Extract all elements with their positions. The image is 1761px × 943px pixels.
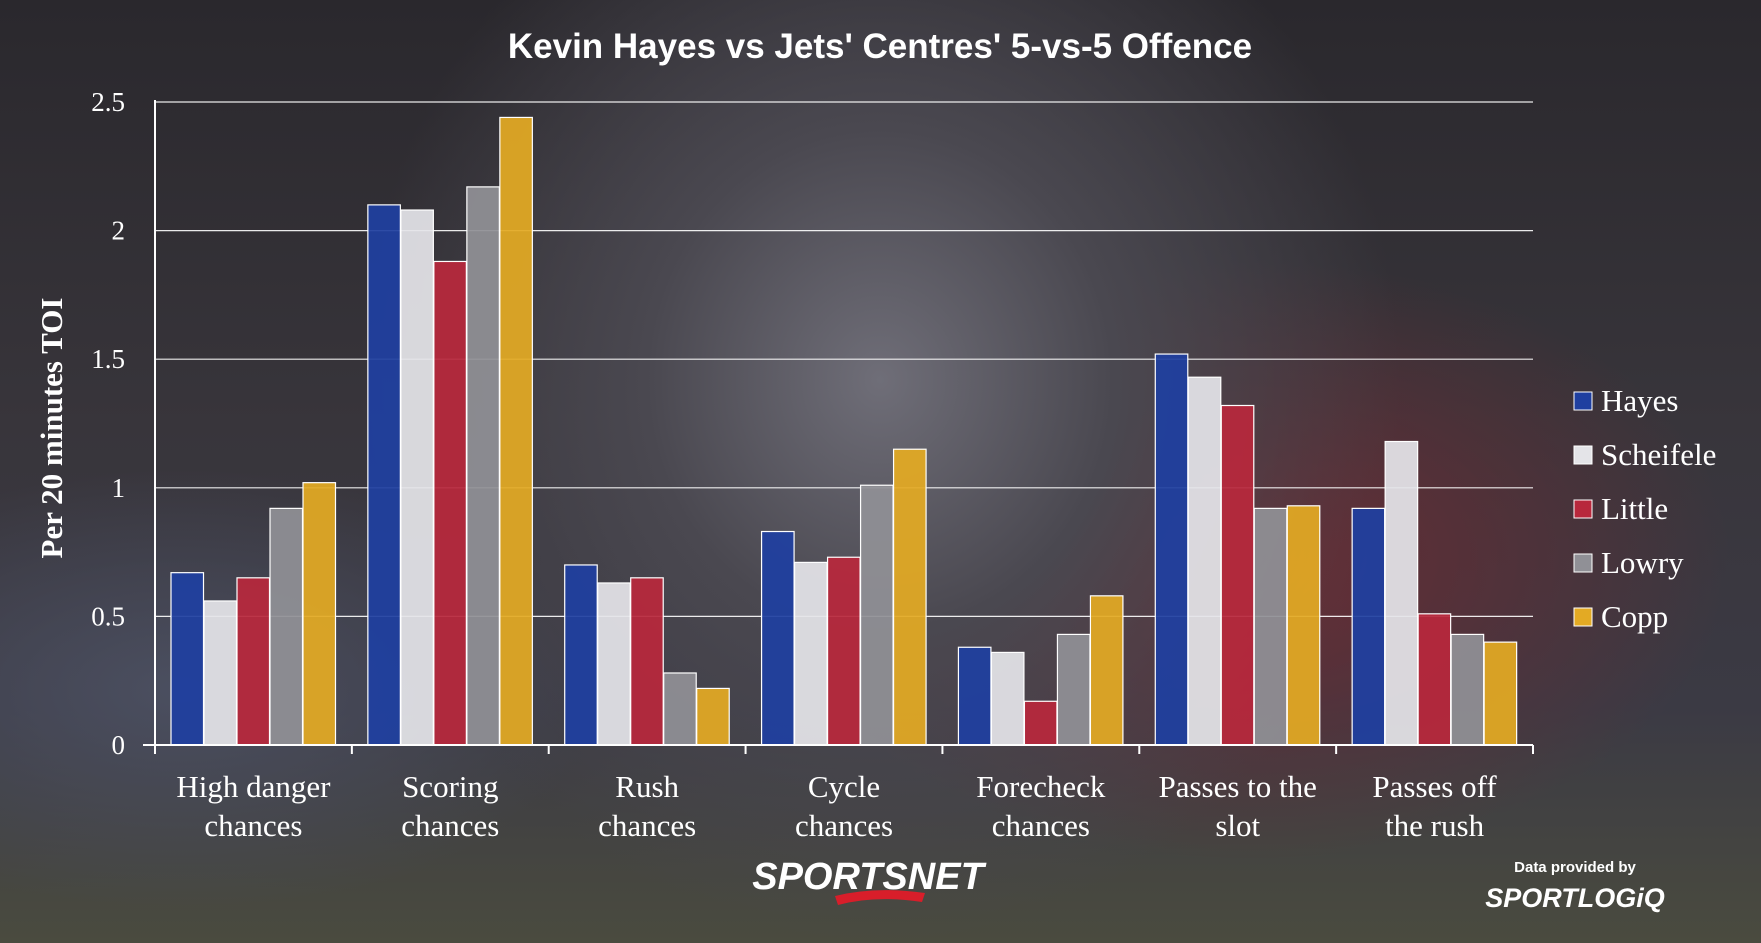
x-category-label: the rush: [1385, 808, 1485, 843]
x-category-label: Cycle: [808, 769, 880, 804]
bar-little: [1417, 613, 1452, 746]
legend-swatch: [1573, 607, 1593, 627]
bar-hayes: [1351, 507, 1386, 746]
bar-copp: [1483, 641, 1518, 746]
legend-label: Little: [1601, 491, 1668, 526]
bar-hayes: [170, 572, 205, 746]
bar-little: [826, 556, 861, 746]
bar-little: [1023, 700, 1058, 746]
bar-scheifele: [990, 651, 1025, 746]
bar-scheifele: [1187, 376, 1222, 746]
y-tick-label: 0: [112, 730, 126, 760]
bar-lowry: [663, 672, 697, 746]
legend-swatch: [1573, 391, 1593, 411]
legend-label: Scheifele: [1601, 437, 1716, 472]
bar-little: [630, 577, 664, 746]
x-category-label: chances: [598, 808, 696, 843]
bar-copp: [1286, 505, 1321, 746]
y-tick-label: 2: [112, 216, 126, 246]
legend-swatch: [1573, 445, 1593, 465]
grid: [155, 101, 1533, 618]
y-tick-label: 1: [112, 473, 126, 503]
bar-scheifele: [1384, 440, 1419, 746]
bar-copp: [499, 116, 533, 746]
x-category-label: Forecheck: [976, 769, 1106, 804]
bar-little: [433, 260, 467, 746]
bar-scheifele: [203, 600, 238, 746]
y-tick-label: 0.5: [91, 601, 125, 631]
sportlogiq-logo-text: SPORTLOGiQ: [1485, 883, 1665, 913]
bar-lowry: [466, 186, 500, 746]
bar-lowry: [1056, 633, 1091, 746]
bar-copp: [302, 482, 337, 746]
bar-little: [1220, 404, 1255, 746]
bar-hayes: [1154, 353, 1189, 746]
bar-copp: [892, 448, 927, 746]
x-category-label: chances: [401, 808, 499, 843]
bar-hayes: [760, 530, 795, 746]
credit-line: Data provided by: [1514, 859, 1636, 876]
sportlogiq-credit: Data provided by SPORTLOGiQ: [1485, 859, 1665, 913]
y-axis-label: Per 20 minutes TOI: [34, 298, 69, 559]
bar-hayes: [367, 204, 401, 746]
x-category-labels: High danger chances Scoring chances Rush chan…: [176, 769, 1497, 843]
legend-swatch: [1573, 499, 1593, 519]
bar-scheifele: [793, 561, 828, 746]
x-category-label: Passes off: [1372, 769, 1497, 804]
x-category-label: Scoring: [402, 769, 498, 804]
x-category-label: Rush: [615, 769, 679, 804]
legend-label: Hayes: [1601, 383, 1678, 418]
x-category-label: Passes to the: [1158, 769, 1316, 804]
bar-lowry: [859, 484, 894, 746]
bar-hayes: [564, 564, 598, 746]
bars: [170, 116, 1518, 746]
y-tick-label: 2.5: [91, 87, 125, 117]
x-category-label: slot: [1215, 808, 1260, 843]
bar-lowry: [269, 507, 304, 746]
bar-copp: [696, 687, 730, 746]
bar-hayes: [957, 646, 992, 746]
bar-scheifele: [400, 209, 434, 746]
bar-copp: [1089, 595, 1124, 746]
legend-swatch: [1573, 553, 1593, 573]
y-tick-labels: 0 0.5 1 1.5 2 2.5: [91, 87, 125, 760]
bar-scheifele: [597, 582, 631, 746]
bar-little: [236, 577, 271, 746]
x-category-label: High danger: [176, 769, 331, 804]
x-category-label: chances: [992, 808, 1090, 843]
chart-title: Kevin Hayes vs Jets' Centres' 5-vs-5 Off…: [508, 27, 1252, 66]
legend-label: Copp: [1601, 599, 1668, 634]
bar-lowry: [1450, 633, 1485, 746]
x-category-label: chances: [204, 808, 302, 843]
y-tick-label: 1.5: [91, 344, 125, 374]
x-category-label: chances: [795, 808, 893, 843]
legend-label: Lowry: [1601, 545, 1684, 580]
sportsnet-logo: SPORTSNET: [752, 856, 987, 905]
legend: Hayes Scheifele Little Lowry Copp: [1573, 383, 1716, 634]
bar-lowry: [1253, 507, 1288, 746]
axes: [143, 100, 1534, 754]
sportsnet-swoosh-icon: [835, 890, 925, 905]
